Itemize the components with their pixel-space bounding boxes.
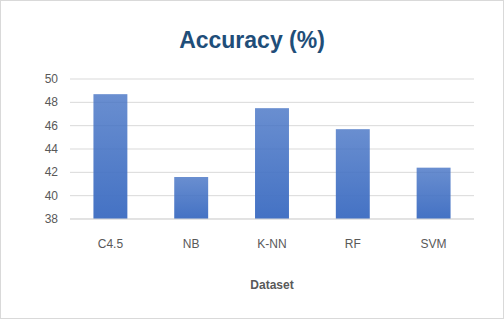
x-tick-label: SVM [421,237,447,251]
chart: Accuracy (%) 38 40 42 44 46 48 50 C4.5 NB K-NN RF SV… [0,0,504,326]
x-tick-label: NB [183,237,200,251]
x-tick-label: K-NN [257,237,286,251]
x-tick-label: RF [345,237,361,251]
bar [255,108,289,219]
chart-title: Accuracy (%) [179,27,325,53]
y-tick-label: 50 [45,72,59,86]
bars [93,94,450,219]
y-tick-label: 38 [45,212,59,226]
y-tick-label: 44 [45,142,59,156]
y-tick-label: 48 [45,95,59,109]
bar [417,168,451,219]
grid-line [70,102,474,103]
grid-line [70,79,474,80]
bar [174,177,208,219]
chart-frame [1,1,504,319]
grid-line [70,219,474,220]
y-tick-label: 46 [45,119,59,133]
bar [93,94,127,219]
x-tick-label: C4.5 [98,237,124,251]
y-tick-label: 40 [45,189,59,203]
y-tick-label: 42 [45,165,59,179]
x-axis-label: Dataset [250,278,293,292]
x-axis-line [70,219,474,220]
bar [336,129,370,219]
chart-container: Accuracy (%) 38 40 42 44 46 48 50 C4.5 NB K-NN RF SV… [0,0,504,326]
